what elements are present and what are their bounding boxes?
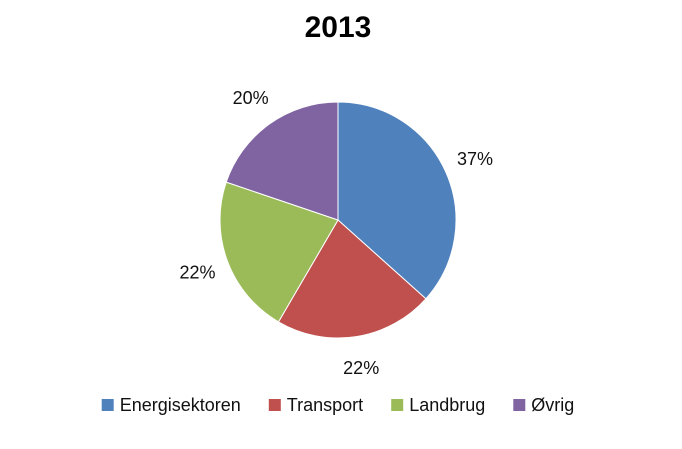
legend-item-energisektoren: Energisektoren: [101, 395, 241, 415]
legend-label-energisektoren: Energisektoren: [120, 395, 241, 415]
legend: Energisektoren Transport Landbrug Øvrig: [101, 395, 574, 415]
legend-item-ovrig: Øvrig: [513, 395, 574, 415]
pie-data-labels: 37% 22% 22% 20%: [179, 88, 493, 378]
legend-swatch-landbrug: [391, 399, 404, 411]
legend-label-landbrug: Landbrug: [409, 395, 485, 415]
data-label-energisektoren: 37%: [457, 149, 493, 169]
legend-item-landbrug: Landbrug: [391, 395, 485, 415]
data-label-ovrig: 20%: [233, 88, 269, 108]
data-label-landbrug: 22%: [179, 263, 215, 283]
pie-slice-transport: [277, 219, 427, 339]
legend-swatch-energisektoren: [101, 399, 114, 411]
legend-swatch-ovrig: [513, 399, 526, 411]
pie-slice-energisektoren: [337, 101, 457, 300]
legend-label-transport: Transport: [287, 395, 363, 415]
legend-label-ovrig: Øvrig: [531, 395, 574, 415]
legend-swatch-transport: [268, 399, 281, 411]
legend-item-transport: Transport: [268, 395, 363, 415]
pie-slice-landbrug: [219, 181, 339, 323]
pie-slices: [219, 101, 457, 339]
pie-slice-ovrig: [225, 101, 339, 221]
chart-title: 2013: [305, 11, 372, 44]
data-label-transport: 22%: [343, 358, 379, 378]
